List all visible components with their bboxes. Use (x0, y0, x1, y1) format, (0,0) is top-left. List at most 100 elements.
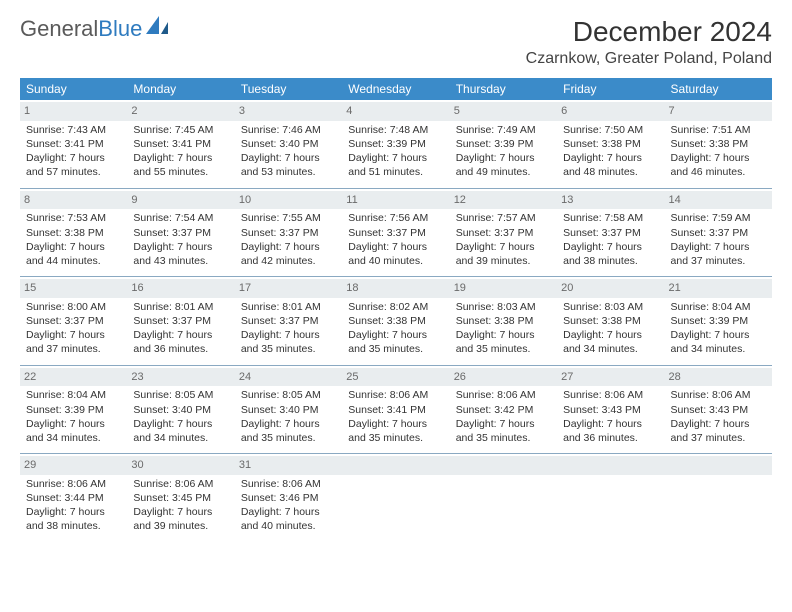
week-row: 15Sunrise: 8:00 AMSunset: 3:37 PMDayligh… (20, 277, 772, 366)
sunrise-text: Sunrise: 7:49 AM (456, 123, 551, 137)
day-cell: 26Sunrise: 8:06 AMSunset: 3:42 PMDayligh… (450, 365, 557, 454)
sunrise-text: Sunrise: 7:43 AM (26, 123, 121, 137)
day-cell: . (450, 454, 557, 542)
day-cell: 21Sunrise: 8:04 AMSunset: 3:39 PMDayligh… (665, 277, 772, 366)
sunset-text: Sunset: 3:45 PM (133, 491, 228, 505)
day-cell: 3Sunrise: 7:46 AMSunset: 3:40 PMDaylight… (235, 100, 342, 188)
sunset-text: Sunset: 3:43 PM (563, 403, 658, 417)
daylight2-text: and 35 minutes. (241, 342, 336, 356)
day-number: 21 (665, 279, 772, 298)
sunrise-text: Sunrise: 8:06 AM (241, 477, 336, 491)
week-row: 8Sunrise: 7:53 AMSunset: 3:38 PMDaylight… (20, 188, 772, 277)
page-header: GeneralBlue December 2024 Czarnkow, Grea… (20, 16, 772, 68)
title-block: December 2024 Czarnkow, Greater Poland, … (526, 16, 772, 68)
daylight2-text: and 39 minutes. (456, 254, 551, 268)
sunrise-text: Sunrise: 8:06 AM (26, 477, 121, 491)
day-header: Saturday (665, 78, 772, 100)
sunset-text: Sunset: 3:41 PM (348, 403, 443, 417)
sunset-text: Sunset: 3:43 PM (671, 403, 766, 417)
daylight2-text: and 49 minutes. (456, 165, 551, 179)
sail-icon (146, 16, 172, 42)
day-cell: 20Sunrise: 8:03 AMSunset: 3:38 PMDayligh… (557, 277, 664, 366)
sunset-text: Sunset: 3:37 PM (241, 314, 336, 328)
sunrise-text: Sunrise: 7:50 AM (563, 123, 658, 137)
daylight2-text: and 34 minutes. (26, 431, 121, 445)
daylight2-text: and 35 minutes. (241, 431, 336, 445)
day-cell: . (665, 454, 772, 542)
daylight2-text: and 38 minutes. (563, 254, 658, 268)
daylight2-text: and 48 minutes. (563, 165, 658, 179)
sunset-text: Sunset: 3:37 PM (133, 314, 228, 328)
sunrise-text: Sunrise: 7:53 AM (26, 211, 121, 225)
daylight1-text: Daylight: 7 hours (26, 151, 121, 165)
day-cell: 2Sunrise: 7:45 AMSunset: 3:41 PMDaylight… (127, 100, 234, 188)
sunrise-text: Sunrise: 8:06 AM (348, 388, 443, 402)
sunset-text: Sunset: 3:42 PM (456, 403, 551, 417)
sunrise-text: Sunrise: 8:01 AM (241, 300, 336, 314)
daylight2-text: and 46 minutes. (671, 165, 766, 179)
day-number: 10 (235, 191, 342, 210)
daylight2-text: and 40 minutes. (241, 519, 336, 533)
daylight1-text: Daylight: 7 hours (348, 240, 443, 254)
daylight1-text: Daylight: 7 hours (671, 151, 766, 165)
day-number: 11 (342, 191, 449, 210)
daylight1-text: Daylight: 7 hours (133, 240, 228, 254)
day-cell: 7Sunrise: 7:51 AMSunset: 3:38 PMDaylight… (665, 100, 772, 188)
daylight2-text: and 36 minutes. (133, 342, 228, 356)
sunrise-text: Sunrise: 7:55 AM (241, 211, 336, 225)
daylight1-text: Daylight: 7 hours (26, 505, 121, 519)
day-cell: 1Sunrise: 7:43 AMSunset: 3:41 PMDaylight… (20, 100, 127, 188)
week-row: 29Sunrise: 8:06 AMSunset: 3:44 PMDayligh… (20, 454, 772, 542)
day-cell: 10Sunrise: 7:55 AMSunset: 3:37 PMDayligh… (235, 188, 342, 277)
sunset-text: Sunset: 3:40 PM (241, 137, 336, 151)
day-number: 2 (127, 102, 234, 121)
day-number: 7 (665, 102, 772, 121)
location-text: Czarnkow, Greater Poland, Poland (526, 50, 772, 68)
day-number: 19 (450, 279, 557, 298)
daylight2-text: and 37 minutes. (671, 254, 766, 268)
day-number: 5 (450, 102, 557, 121)
daylight2-text: and 37 minutes. (671, 431, 766, 445)
day-number: 29 (20, 456, 127, 475)
day-number: 25 (342, 368, 449, 387)
sunset-text: Sunset: 3:39 PM (348, 137, 443, 151)
daylight1-text: Daylight: 7 hours (133, 417, 228, 431)
sunrise-text: Sunrise: 8:00 AM (26, 300, 121, 314)
sunset-text: Sunset: 3:38 PM (26, 226, 121, 240)
sunset-text: Sunset: 3:37 PM (348, 226, 443, 240)
daylight2-text: and 36 minutes. (563, 431, 658, 445)
day-number: 22 (20, 368, 127, 387)
daylight1-text: Daylight: 7 hours (241, 151, 336, 165)
daylight2-text: and 35 minutes. (456, 431, 551, 445)
day-cell: 4Sunrise: 7:48 AMSunset: 3:39 PMDaylight… (342, 100, 449, 188)
day-number: 31 (235, 456, 342, 475)
sunset-text: Sunset: 3:38 PM (456, 314, 551, 328)
daylight2-text: and 57 minutes. (26, 165, 121, 179)
daylight2-text: and 55 minutes. (133, 165, 228, 179)
day-number: 4 (342, 102, 449, 121)
daylight1-text: Daylight: 7 hours (563, 417, 658, 431)
sunrise-text: Sunrise: 8:06 AM (563, 388, 658, 402)
day-number: . (450, 456, 557, 475)
day-number: 26 (450, 368, 557, 387)
sunset-text: Sunset: 3:37 PM (456, 226, 551, 240)
day-number: 20 (557, 279, 664, 298)
sunset-text: Sunset: 3:44 PM (26, 491, 121, 505)
day-cell: 12Sunrise: 7:57 AMSunset: 3:37 PMDayligh… (450, 188, 557, 277)
sunrise-text: Sunrise: 7:56 AM (348, 211, 443, 225)
sunrise-text: Sunrise: 8:06 AM (133, 477, 228, 491)
daylight2-text: and 39 minutes. (133, 519, 228, 533)
daylight2-text: and 35 minutes. (348, 342, 443, 356)
daylight2-text: and 34 minutes. (563, 342, 658, 356)
daylight2-text: and 35 minutes. (456, 342, 551, 356)
sunset-text: Sunset: 3:39 PM (26, 403, 121, 417)
sunrise-text: Sunrise: 8:06 AM (671, 388, 766, 402)
day-number: . (665, 456, 772, 475)
day-header: Sunday (20, 78, 127, 100)
daylight1-text: Daylight: 7 hours (348, 328, 443, 342)
day-cell: 8Sunrise: 7:53 AMSunset: 3:38 PMDaylight… (20, 188, 127, 277)
daylight1-text: Daylight: 7 hours (456, 240, 551, 254)
daylight2-text: and 38 minutes. (26, 519, 121, 533)
day-cell: 22Sunrise: 8:04 AMSunset: 3:39 PMDayligh… (20, 365, 127, 454)
day-cell: 25Sunrise: 8:06 AMSunset: 3:41 PMDayligh… (342, 365, 449, 454)
